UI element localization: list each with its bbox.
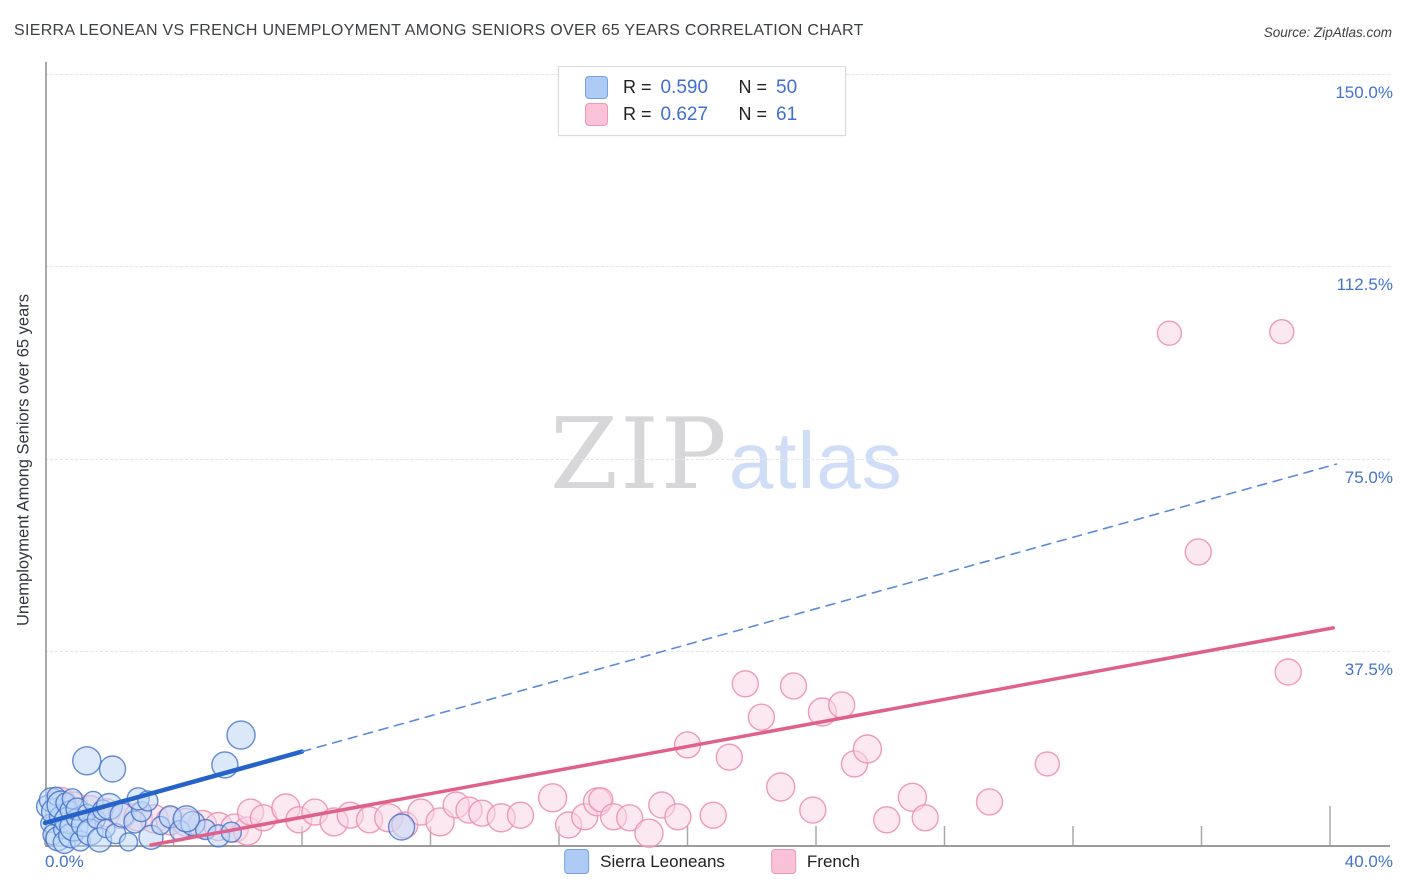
scatter-point-sierra-leoneans [98,755,127,783]
scatter-point-french [766,772,796,802]
scatter-point-french [1269,319,1295,345]
scatter-point-french [715,743,743,771]
x-tick-label-max: 40.0% [1344,852,1393,871]
n-value: 50 [776,76,798,98]
scatter-point-french [747,703,776,731]
y-tick-label-150: 150.0% [1335,83,1393,102]
y-tick-label-75: 75.0% [1344,468,1393,487]
series-legend: Sierra Leoneans French [564,849,860,874]
scatter-point-french [731,670,759,698]
y-tick-label-112-5: 112.5% [1336,275,1393,294]
scatter-point-french [897,782,928,812]
gridline-112-5 [45,266,1390,267]
r-value: 0.590 [660,76,709,98]
scatter-point-french [1156,320,1183,346]
r-value: 0.627 [660,103,709,125]
scatter-point-french [799,796,827,824]
scatter-point-french [1034,751,1061,777]
r-prefix: R = [623,77,652,97]
n-prefix: N = [738,77,768,97]
scatter-point-french [1274,658,1302,686]
gridline-37-5 [45,651,1390,652]
y-tick-label-37-5: 37.5% [1344,660,1393,679]
scatter-point-french [616,804,644,832]
legend-item-sierra-leoneans: Sierra Leoneans [564,849,725,874]
legend-label: Sierra Leoneans [600,851,725,871]
blue-series-swatch [564,849,590,874]
source-credit: Source: ZipAtlas.com [1263,25,1392,40]
scatter-point-french [1184,538,1213,566]
scatter-point-french [852,734,883,764]
scatter-point-french [537,783,568,813]
correlation-legend: R = 0.590 N = 50 R = 0.627 N = 61 [558,66,846,136]
x-axis-line [45,845,1390,847]
scatter-point-sierra-leoneans [172,805,201,833]
scatter-point-sierra-leoneans [387,813,416,841]
trend-line-french [149,626,1335,847]
scatter-point-french [911,804,939,832]
legend-label: French [806,851,860,871]
n-value: 61 [776,103,798,125]
scatter-point-french [634,818,664,848]
scatter-point-french [664,803,692,831]
trend-line-sierra-leoneans [42,749,305,826]
x-tick-label-min: 0.0% [45,852,84,871]
scatter-point-french [975,788,1004,816]
scatter-point-sierra-leoneans [226,720,256,750]
scatter-point-sierra-leoneans [118,832,139,852]
scatter-point-sierra-leoneans [72,746,102,776]
y-axis-line [45,62,47,846]
n-prefix: N = [738,104,768,124]
pink-series-swatch [585,103,608,126]
blue-series-swatch [585,76,608,99]
scatter-point-french [828,691,856,719]
pink-series-swatch [770,849,796,874]
chart-title: SIERRA LEONEAN VS FRENCH UNEMPLOYMENT AM… [14,22,864,39]
correlation-row-french: R = 0.627 N = 61 [585,101,845,128]
scatter-point-french [506,801,535,829]
trend-line-sierra-leoneans-extrapolated [301,463,1338,753]
legend-item-french: French [770,849,860,874]
scatter-point-french [779,672,808,700]
scatter-point-french [699,801,727,829]
gridline-75 [45,459,1390,460]
r-prefix: R = [623,104,652,124]
correlation-row-sierra-leoneans: R = 0.590 N = 50 [585,74,845,101]
scatter-point-french [873,806,901,834]
